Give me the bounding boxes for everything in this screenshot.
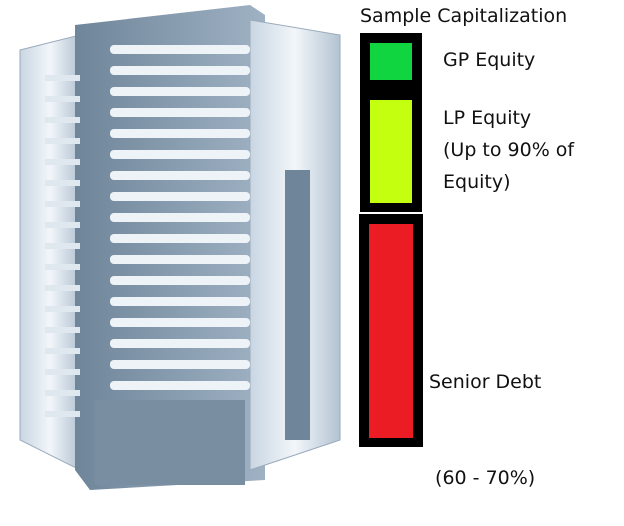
label-line: Senior Debt bbox=[429, 371, 542, 393]
floor-band bbox=[45, 75, 80, 81]
floor-band bbox=[45, 390, 80, 396]
gp-equity-bar bbox=[370, 43, 412, 80]
floor-band bbox=[110, 234, 250, 243]
floor-band bbox=[45, 138, 80, 144]
building-illustration bbox=[19, 5, 341, 490]
floor-band bbox=[110, 192, 250, 201]
floor-band bbox=[110, 150, 250, 159]
floor-band bbox=[110, 171, 250, 180]
floor-band bbox=[110, 276, 250, 285]
label-line: LP Equity bbox=[443, 107, 532, 129]
floor-band bbox=[45, 117, 80, 123]
floor-band bbox=[45, 180, 80, 186]
chart-title: Sample Capitalization bbox=[360, 5, 568, 27]
lp-equity-bar bbox=[370, 100, 412, 203]
floor-band bbox=[110, 108, 250, 117]
label-line: (Up to 90% of bbox=[443, 139, 575, 161]
floor-band bbox=[110, 87, 250, 96]
gp-equity-label: GP Equity bbox=[443, 44, 535, 76]
floor-band bbox=[45, 306, 80, 312]
floor-band bbox=[45, 327, 80, 333]
floor-band bbox=[45, 222, 80, 228]
floor-band bbox=[110, 255, 250, 264]
floor-band bbox=[45, 348, 80, 354]
floor-band bbox=[45, 285, 80, 291]
floor-band bbox=[45, 96, 80, 102]
senior-debt-bar bbox=[369, 224, 413, 438]
label-line: GP Equity bbox=[443, 49, 536, 71]
floor-band bbox=[110, 360, 250, 369]
floor-band bbox=[45, 411, 80, 417]
label-line: (60 - 70%) bbox=[429, 467, 536, 489]
floor-band bbox=[110, 213, 250, 222]
floor-band bbox=[110, 381, 250, 390]
floor-band bbox=[45, 264, 80, 270]
floor-band bbox=[110, 45, 250, 54]
lp-equity-label: LP Equity (Up to 90% of Equity) bbox=[443, 102, 574, 198]
floor-band bbox=[45, 243, 80, 249]
floor-band bbox=[110, 318, 250, 327]
floor-band bbox=[110, 339, 250, 348]
floor-band bbox=[45, 369, 80, 375]
floor-band bbox=[45, 201, 80, 207]
label-line: Equity) bbox=[443, 171, 511, 193]
floor-band bbox=[110, 297, 250, 306]
senior-debt-label: Senior Debt (60 - 70%) bbox=[429, 302, 541, 526]
floor-band bbox=[110, 66, 250, 75]
floor-band bbox=[45, 159, 80, 165]
floor-band bbox=[110, 129, 250, 138]
